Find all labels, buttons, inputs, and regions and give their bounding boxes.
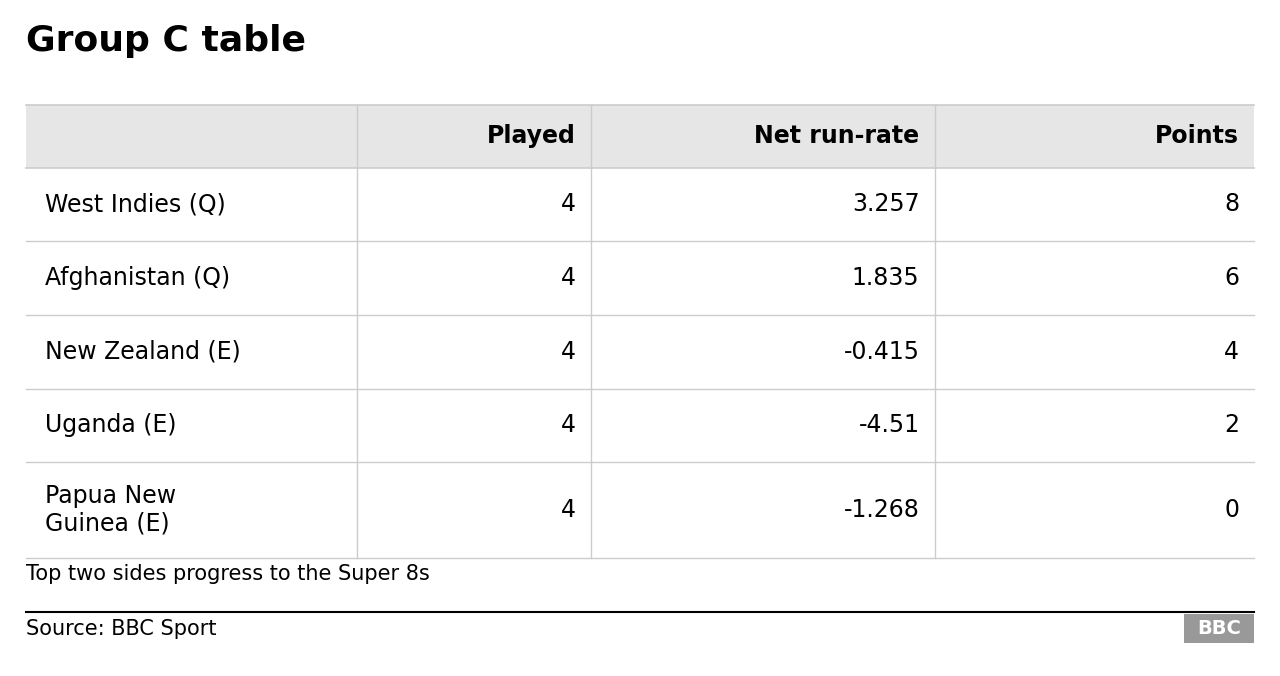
- Text: 4: 4: [561, 498, 576, 522]
- Text: 8: 8: [1224, 193, 1239, 216]
- Text: Uganda (E): Uganda (E): [45, 413, 177, 437]
- Text: Papua New
Guinea (E): Papua New Guinea (E): [45, 484, 175, 536]
- Text: 4: 4: [561, 413, 576, 437]
- Text: 3.257: 3.257: [852, 193, 919, 216]
- Text: Group C table: Group C table: [26, 24, 306, 57]
- Text: 2: 2: [1224, 413, 1239, 437]
- Text: Net run-rate: Net run-rate: [754, 124, 919, 148]
- Text: Top two sides progress to the Super 8s: Top two sides progress to the Super 8s: [26, 564, 429, 585]
- Text: West Indies (Q): West Indies (Q): [45, 193, 225, 216]
- Text: Played: Played: [486, 124, 576, 148]
- Text: 4: 4: [561, 340, 576, 364]
- Text: -0.415: -0.415: [844, 340, 919, 364]
- Text: Points: Points: [1155, 124, 1239, 148]
- Text: 4: 4: [561, 266, 576, 290]
- Text: Afghanistan (Q): Afghanistan (Q): [45, 266, 230, 290]
- Text: 0: 0: [1224, 498, 1239, 522]
- Text: 4: 4: [1224, 340, 1239, 364]
- Text: New Zealand (E): New Zealand (E): [45, 340, 241, 364]
- Text: -1.268: -1.268: [844, 498, 919, 522]
- Text: -4.51: -4.51: [859, 413, 919, 437]
- Text: 6: 6: [1224, 266, 1239, 290]
- Text: BBC: BBC: [1197, 619, 1242, 638]
- Text: 4: 4: [561, 193, 576, 216]
- Text: Source: BBC Sport: Source: BBC Sport: [26, 619, 216, 639]
- Text: 1.835: 1.835: [852, 266, 919, 290]
